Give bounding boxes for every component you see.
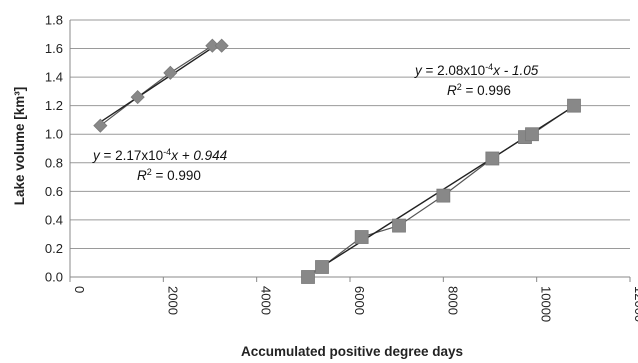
x-tick-label: 2000 [165, 286, 180, 315]
y-tick-label: 0.6 [45, 184, 63, 199]
data-series [93, 38, 581, 284]
x-tick-label: 10000 [539, 286, 554, 322]
x-tick-label: 8000 [445, 286, 460, 315]
data-point-diamond [163, 65, 178, 80]
data-point-square [392, 218, 406, 233]
data-point-diamond [93, 118, 108, 133]
x-tick-label: 4000 [259, 286, 274, 315]
y-tick-label: 1.0 [45, 127, 63, 142]
r2-text-series-2: R2 = 0.996 [447, 82, 511, 98]
data-point-square [525, 127, 539, 142]
data-point-square [301, 270, 315, 284]
data-point-diamond [214, 38, 229, 53]
equation-text-series-2: y = 2.08x10-4x - 1.05 [414, 62, 539, 78]
series-1 [93, 38, 229, 133]
equation-annotation-series-2: y = 2.08x10-4x - 1.05 R2 = 0.996 [414, 62, 539, 98]
data-point-square [485, 151, 500, 166]
y-tick-label: 1.4 [45, 70, 63, 85]
x-axis-label: Accumulated positive degree days [241, 344, 463, 359]
x-tick-label: 12000 [632, 286, 638, 322]
x-tick-label: 0 [72, 286, 87, 293]
y-tick-label: 0.4 [45, 212, 63, 227]
series-line [99, 45, 222, 127]
y-tick-labels: 0.0 0.2 0.4 0.6 0.8 1.0 1.2 1.4 1.6 1.8 [45, 13, 63, 285]
gridlines [70, 19, 630, 249]
data-point-square [354, 230, 369, 244]
r2-text-series-1: R2 = 0.990 [137, 167, 201, 183]
data-point-square [436, 188, 451, 203]
y-tick-label: 1.2 [45, 98, 63, 113]
series-2 [301, 98, 581, 284]
y-axis-label: Lake volume [km³] [12, 87, 27, 206]
x-tick-label: 6000 [352, 286, 367, 315]
y-tick-label: 1.6 [45, 41, 63, 56]
y-tick-label: 0.8 [45, 155, 63, 170]
data-point-diamond [205, 38, 220, 53]
data-point-square [315, 260, 329, 274]
y-tick-label: 0.2 [45, 241, 63, 256]
data-point-diamond [130, 90, 145, 105]
y-tick-label: 0.0 [45, 270, 63, 285]
equation-text-series-1: y = 2.17x10-4x + 0.944 [92, 147, 227, 163]
trendline [99, 40, 223, 123]
equation-annotation-series-1: y = 2.17x10-4x + 0.944 R2 = 0.990 [92, 147, 227, 183]
y-tick-label: 1.8 [45, 13, 63, 28]
x-tick-labels: 0 2000 4000 6000 8000 10000 12000 [72, 286, 638, 322]
data-point-square [567, 98, 581, 113]
axes [69, 20, 631, 282]
